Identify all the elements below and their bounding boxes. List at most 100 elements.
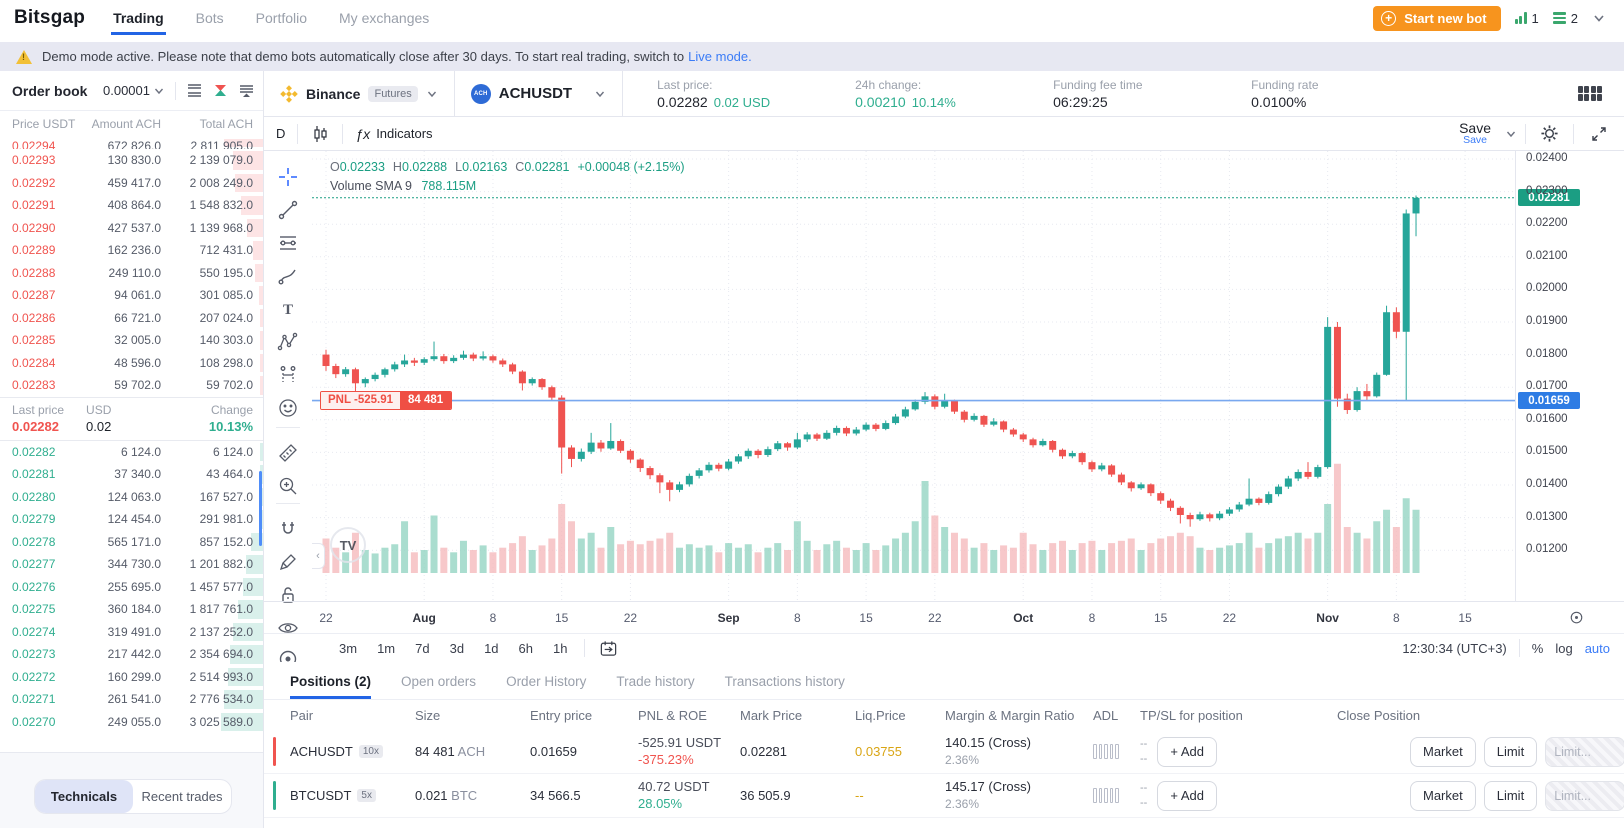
collapse-toolbar-handle[interactable]: ‹: [312, 543, 325, 569]
orderbook-bid-row[interactable]: 0.02274 319 491.0 2 137 252.0: [0, 621, 263, 644]
drawing-mode-icon[interactable]: [274, 548, 302, 576]
nav-item-trading[interactable]: Trading: [111, 1, 166, 35]
text-tool-icon[interactable]: T: [274, 295, 302, 323]
tab-recent-trades[interactable]: Recent trades: [141, 789, 223, 804]
add-tpsl-button[interactable]: + Add: [1157, 736, 1217, 767]
orderbook-bid-row[interactable]: 0.02279 124 454.0 291 981.0: [0, 508, 263, 531]
orderbook-bid-row[interactable]: 0.02278 565 171.0 857 152.0: [0, 531, 263, 554]
orderbook-ask-row[interactable]: 0.02292 459 417.0 2 008 249.0: [0, 172, 263, 195]
view-mode-both-icon[interactable]: [185, 82, 203, 100]
orderbook-bid-row[interactable]: 0.02280 124 063.0 167 527.0: [0, 486, 263, 509]
timeframe-1m[interactable]: 1m: [377, 640, 396, 656]
orderbook-bid-row[interactable]: 0.02272 160 299.0 2 514 993.0: [0, 666, 263, 689]
orderbook-ask-row[interactable]: 0.02286 66 721.0 207 024.0: [0, 307, 263, 330]
timeframe-1d[interactable]: 1d: [484, 640, 499, 656]
go-to-date-button[interactable]: [595, 634, 622, 662]
orderbook-bid-row[interactable]: 0.02276 255 695.0 1 457 577.0: [0, 576, 263, 599]
orderbook-bid-row[interactable]: 0.02277 344 730.0 1 201 882.0: [0, 553, 263, 576]
chart-area[interactable]: [264, 151, 1624, 601]
chart-settings-button[interactable]: [1526, 117, 1573, 150]
close-limit-price-input[interactable]: [1545, 736, 1624, 767]
precision-dropdown[interactable]: 0.00001: [103, 83, 165, 98]
orderbook-bid-row[interactable]: 0.02271 261 541.0 2 776 534.0: [0, 688, 263, 711]
brush-icon[interactable]: [274, 262, 302, 290]
ruler-icon[interactable]: [274, 439, 302, 467]
scale-auto[interactable]: auto: [1584, 640, 1610, 656]
active-bots-counter[interactable]: 1: [1514, 11, 1539, 26]
axis-settings-icon[interactable]: [1569, 610, 1584, 625]
save-dropdown-chevron[interactable]: [1497, 117, 1525, 150]
indicators-button[interactable]: ƒx Indicators: [343, 117, 444, 150]
nav-item-bots[interactable]: Bots: [195, 10, 224, 26]
fib-retracement-icon[interactable]: [274, 229, 302, 257]
open-orders-counter[interactable]: 2: [1552, 10, 1578, 26]
orderbook-bid-row[interactable]: 0.02273 217 442.0 2 354 694.0: [0, 643, 263, 666]
timeframe-3d[interactable]: 3d: [449, 640, 465, 656]
position-pnl-tag[interactable]: PNL -525.91 84 481: [320, 390, 453, 410]
orderbook-ask-row[interactable]: 0.02293 130 830.0 2 139 079.0: [0, 149, 263, 172]
fullscreen-button[interactable]: [1574, 117, 1624, 150]
orderbook-ask-row[interactable]: 0.02283 59 702.0 59 702.0: [0, 374, 263, 397]
lock-all-icon[interactable]: [274, 581, 302, 609]
orderbook-ask-row[interactable]: 0.02288 249 110.0 550 195.0: [0, 262, 263, 285]
crosshair-icon[interactable]: [274, 163, 302, 191]
add-tpsl-button[interactable]: + Add: [1157, 780, 1217, 811]
view-mode-asks-icon[interactable]: [237, 82, 255, 100]
nav-item-portfolio[interactable]: Portfolio: [255, 10, 308, 26]
close-market-button[interactable]: Market: [1410, 736, 1476, 767]
orderbook-ask-row[interactable]: 0.02284 48 596.0 108 298.0: [0, 352, 263, 375]
emoji-icon[interactable]: [274, 394, 302, 422]
orderbook-bid-row[interactable]: 0.02282 6 124.0 6 124.0: [0, 441, 263, 464]
orderbook-ask-row[interactable]: 0.02294 672 826.0 2 811 905.0: [0, 137, 263, 149]
scale-%[interactable]: %: [1531, 640, 1544, 656]
timeframe-3m[interactable]: 3m: [339, 640, 358, 656]
xabcd-pattern-icon[interactable]: [274, 328, 302, 356]
timeframe-1h[interactable]: 1h: [553, 640, 568, 656]
close-limit-price-input[interactable]: [1545, 780, 1624, 811]
price-axis[interactable]: 0.02281 0.01659 0.02400 0.02300 0.02200 0.0…: [1515, 151, 1624, 601]
candlestick-chart[interactable]: [312, 151, 1515, 601]
pair-selector[interactable]: ACH ACHUSDT: [455, 71, 622, 116]
chart-style-button[interactable]: [298, 117, 342, 150]
timeframe-6h[interactable]: 6h: [518, 640, 533, 656]
timeframe-7d[interactable]: 7d: [415, 640, 430, 656]
view-mode-split-icon[interactable]: [211, 82, 229, 100]
tab-order-history[interactable]: Order History: [506, 674, 587, 689]
orderbook-ask-row[interactable]: 0.02289 162 236.0 712 431.0: [0, 239, 263, 262]
tab-trade-history[interactable]: Trade history: [616, 674, 695, 689]
scrollbar-thumb[interactable]: [259, 471, 262, 546]
tab-positions-2-[interactable]: Positions (2): [290, 674, 372, 699]
brand-logo[interactable]: Bitsgap: [14, 7, 86, 28]
chart-clock[interactable]: 12:30:34 (UTC+3): [1402, 640, 1507, 656]
start-new-bot-button[interactable]: + Start new bot: [1373, 5, 1501, 31]
orderbook-bid-row[interactable]: 0.02275 360 184.0 1 817 761.0: [0, 598, 263, 621]
close-limit-button[interactable]: Limit: [1483, 780, 1538, 811]
time-axis[interactable]: 22 Aug 8 15 22 Sep 8 15 22 Oct 8 15 22 Nov 8 15: [264, 601, 1624, 633]
zoom-in-icon[interactable]: [274, 472, 302, 500]
close-market-button[interactable]: Market: [1410, 780, 1476, 811]
hide-all-icon[interactable]: [274, 614, 302, 642]
tab-open-orders[interactable]: Open orders: [401, 674, 477, 689]
save-button[interactable]: Save Save: [1453, 120, 1497, 147]
orderbook-bid-row[interactable]: 0.02281 37 340.0 43 464.0: [0, 463, 263, 486]
orderbook-ask-row[interactable]: 0.02285 32 005.0 140 303.0: [0, 329, 263, 352]
nav-item-my-exchanges[interactable]: My exchanges: [339, 10, 430, 26]
orderbook-ask-row[interactable]: 0.02290 427 537.0 1 139 968.0: [0, 217, 263, 240]
live-mode-link[interactable]: Live mode.: [688, 49, 752, 64]
scale-log[interactable]: log: [1555, 640, 1573, 656]
tab-technicals[interactable]: Technicals: [35, 780, 133, 813]
orderbook-ask-row[interactable]: 0.02291 408 864.0 1 548 832.0: [0, 194, 263, 217]
stat-value-main: 0.00210: [855, 93, 906, 110]
trend-line-icon[interactable]: [274, 196, 302, 224]
tab-transactions-history[interactable]: Transactions history: [724, 674, 845, 689]
orderbook-ask-row[interactable]: 0.02287 94 061.0 301 085.0: [0, 284, 263, 307]
orderbook-bid-row[interactable]: 0.02270 249 055.0 3 025 589.0: [0, 711, 263, 734]
chevron-down-icon[interactable]: [1592, 11, 1606, 25]
tradingview-logo[interactable]: TV: [330, 527, 366, 563]
interval-button[interactable]: D: [264, 117, 297, 150]
layout-grid-icon[interactable]: [1577, 85, 1602, 102]
projection-icon[interactable]: [274, 361, 302, 389]
exchange-selector[interactable]: Binance Futures: [264, 71, 454, 116]
close-limit-button[interactable]: Limit: [1483, 736, 1538, 767]
magnet-icon[interactable]: [274, 515, 302, 543]
